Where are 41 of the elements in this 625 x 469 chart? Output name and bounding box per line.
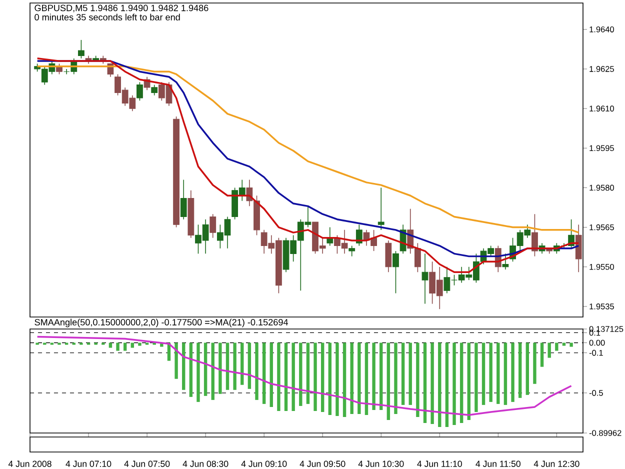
chart-title: GBPUSD,M5 1.9486 1.9490 1.9482 1.9486 [34,4,208,12]
y-tick-label: -0.89962 [589,430,622,436]
candlestick [575,224,582,273]
y-tick-label: 1.9595 [590,145,614,152]
y-tick-label: 1.9535 [590,304,614,310]
candlestick [385,240,392,273]
y-tick-label: 1.9565 [590,224,614,230]
chart-title: SMAAngle(50,0.15000000,2,0) -0.177500 =>MA(21) -0.152694 [34,318,288,328]
candlestick [414,242,421,273]
x-tick-label: 4 Jun 11:50 [476,460,520,467]
x-tick-label: 4 Jun 08:30 [182,460,228,467]
x-tick-label: 4 Jun 09:10 [241,460,287,467]
candlestick [78,40,84,59]
y-tick-label: -0.5 [589,390,603,396]
x-tick-label: 4 Jun 09:50 [300,460,346,467]
x-tick-label: 4 Jun 12:30 [534,460,580,467]
candlestick [348,245,356,257]
y-tick-label: 0.00 [589,340,605,346]
y-tick-label: -0.1 [589,350,603,356]
candlestick [502,253,509,270]
y-tick-label: 1.9610 [590,106,614,112]
candlestick [392,250,399,294]
x-tick-label: 4 Jun 11:10 [417,460,462,467]
candlestick [210,214,216,238]
y-tick-label: 0.137125 [589,326,624,332]
candlestick [378,187,384,230]
y-tick-label: 1.9580 [590,184,614,191]
line-series [36,336,572,416]
x-tick-label: 4 Jun 07:10 [66,460,112,467]
y-tick-label: 1.9625 [590,66,614,72]
y-tick-label: 1.9550 [590,264,614,270]
x-tick-label: 4 Jun 10:30 [358,460,404,467]
candlestick [151,84,158,96]
candlestick [422,253,428,304]
candlestick [136,82,143,102]
x-tick-label: 4 Jun 2008 [8,460,52,467]
candlestick [532,214,538,257]
x-tick-label: 4 Jun 07:50 [124,460,170,467]
text: 0 minutes 35 seconds left to bar end [34,14,180,20]
y-tick-label: 1.9640 [590,26,614,32]
candlestick [180,179,187,220]
